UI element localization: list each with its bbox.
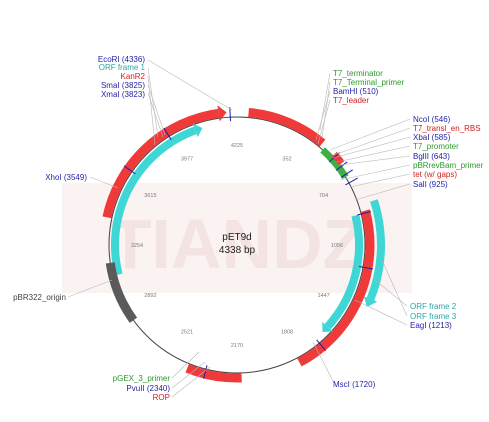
label-bglii: BglII (643) bbox=[413, 152, 450, 161]
bglii-site bbox=[345, 177, 358, 186]
label-kanr2: KanR2 bbox=[121, 72, 146, 81]
site-marks bbox=[123, 107, 373, 380]
label-orf-frame-2: ORF frame 2 bbox=[410, 302, 457, 311]
smai-site bbox=[163, 127, 172, 141]
label-t7-terminal-primer: T7_Terminal_primer bbox=[333, 78, 404, 87]
plasmid-size: 4338 bp bbox=[219, 245, 256, 256]
xbai-site bbox=[340, 169, 354, 178]
label-rop: ROP bbox=[153, 393, 170, 402]
sali-site bbox=[357, 211, 372, 216]
tick-label: 3254 bbox=[131, 243, 143, 249]
labels-top-left: EcoRI (4336) ORF frame 1 KanR2 SmaI (382… bbox=[98, 55, 146, 99]
plasmid-name: pET9d bbox=[222, 232, 251, 243]
kanr2-right-feature bbox=[248, 108, 326, 147]
label-pvuii: PvuII (2340) bbox=[126, 384, 170, 393]
label-t7-terminator: T7_terminator bbox=[333, 69, 383, 78]
ncoi-site bbox=[335, 161, 348, 171]
orf-frame-2-feature-arrowhead bbox=[322, 321, 334, 333]
ecori-site bbox=[229, 107, 232, 122]
orf-frame-3-feature bbox=[366, 199, 385, 301]
label-ecori: EcoRI (4336) bbox=[98, 55, 145, 64]
kanr2-feature-arrowhead bbox=[217, 105, 227, 122]
label-bamhi: BamHI (510) bbox=[333, 87, 379, 96]
tick-label: 2521 bbox=[181, 330, 193, 336]
label-eagi: EagI (1213) bbox=[410, 321, 452, 330]
labels-bottom-left: pGEX_3_primer PvuII (2340) ROP bbox=[113, 374, 171, 402]
label-smai: SmaI (3825) bbox=[101, 81, 145, 90]
orf-frame-1-feature-arrowhead bbox=[192, 123, 203, 138]
label-t7-promoter: T7_promoter bbox=[413, 142, 459, 151]
tick-label: 3615 bbox=[144, 193, 156, 199]
tick-label: 352 bbox=[282, 156, 291, 162]
tick-label: 1808 bbox=[281, 330, 293, 336]
tick-label: 4225 bbox=[231, 143, 243, 149]
t7-terminator-feature bbox=[320, 147, 349, 180]
tick-label: 3977 bbox=[181, 156, 193, 162]
label-sali: SalI (925) bbox=[413, 180, 448, 189]
label-pbrrevbam-primer: pBRrevBam_primer bbox=[413, 161, 484, 170]
msci-site bbox=[316, 339, 327, 352]
tick-label: 1447 bbox=[317, 293, 329, 299]
orf-frame-2-feature bbox=[324, 214, 363, 330]
site-labels: EcoRI (4336) ORF frame 1 KanR2 SmaI (382… bbox=[13, 55, 484, 402]
leader-lines bbox=[67, 59, 411, 398]
label-msci: MscI (1720) bbox=[333, 380, 376, 389]
label-orf-frame-1: ORF frame 1 bbox=[99, 63, 146, 72]
labels-right: NcoI (546) T7_transl_en_RBS XbaI (585) T… bbox=[413, 115, 484, 189]
tick-label: 704 bbox=[319, 193, 328, 199]
label-orf-frame-3: ORF frame 3 bbox=[410, 312, 457, 321]
xhoi-site bbox=[123, 165, 136, 175]
tick-label: 2170 bbox=[231, 343, 243, 349]
label-tet: tet (w/ gaps) bbox=[413, 170, 457, 179]
tick-labels: 4225 352 704 1056 1447 1808 2170 2521 2892 3254 36… bbox=[131, 143, 343, 349]
tick-label: 2892 bbox=[144, 293, 156, 299]
orf-frame-3-feature-arrowhead bbox=[363, 296, 378, 307]
label-xhoi: XhoI (3549) bbox=[45, 173, 87, 182]
feature-layer bbox=[102, 105, 385, 383]
tet-feature bbox=[297, 209, 375, 367]
orf-frame-1-feature bbox=[111, 126, 197, 276]
t7-leader-feature bbox=[331, 151, 345, 166]
label-pbr322-origin: pBR322_origin bbox=[13, 293, 66, 302]
label-ncoi: NcoI (546) bbox=[413, 115, 451, 124]
label-xmai: XmaI (3823) bbox=[101, 90, 145, 99]
pvuii-site bbox=[203, 365, 208, 380]
backbone-circle bbox=[108, 116, 366, 374]
labels-top-right: T7_terminator T7_Terminal_primer BamHI (… bbox=[333, 69, 404, 105]
pbr322-origin-feature bbox=[105, 262, 138, 323]
label-xbai: XbaI (585) bbox=[413, 133, 451, 142]
labels-lower-right: ORF frame 2 ORF frame 3 EagI (1213) bbox=[410, 302, 457, 330]
label-t7-transl-en-rbs: T7_transl_en_RBS bbox=[413, 124, 481, 133]
tick-label: 1056 bbox=[331, 243, 343, 249]
label-pgex-3-primer: pGEX_3_primer bbox=[113, 374, 171, 383]
kanr2-feature bbox=[102, 108, 220, 219]
eagi-site bbox=[359, 266, 373, 270]
label-t7-leader: T7_leader bbox=[333, 96, 369, 105]
watermark-text: TIANDZ bbox=[109, 205, 366, 283]
rop-feature bbox=[185, 364, 242, 383]
